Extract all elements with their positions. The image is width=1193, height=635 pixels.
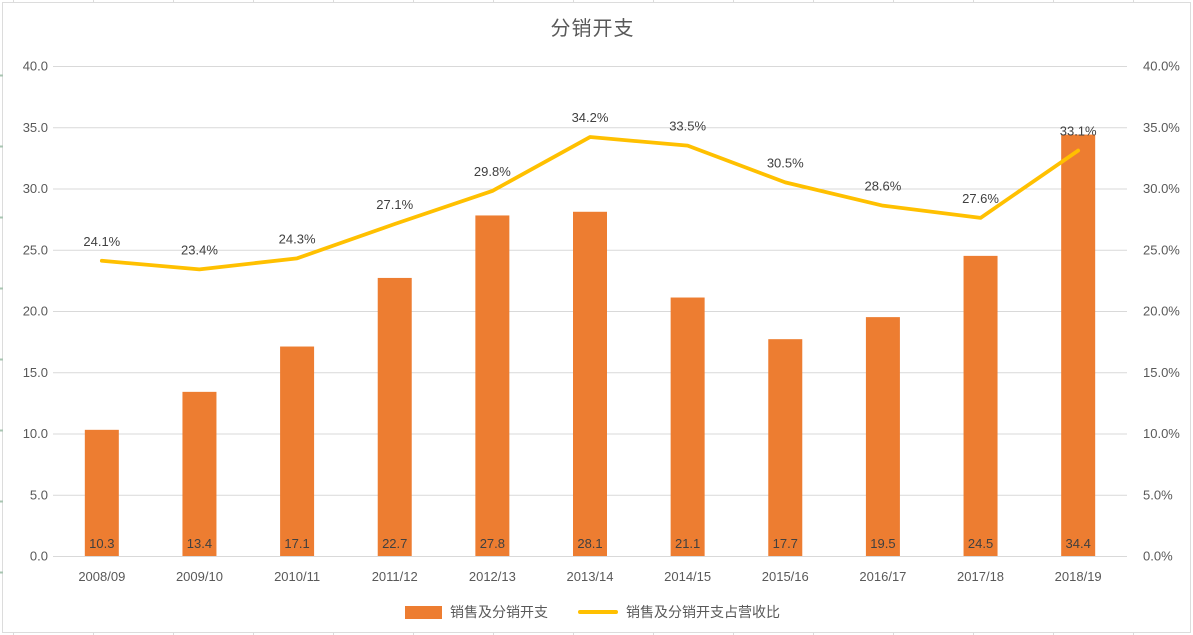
left-axis-tick-label: 35.0 — [23, 120, 48, 135]
bar[interactable] — [84, 429, 119, 556]
bar-data-label: 24.5 — [968, 536, 993, 551]
line-data-label: 29.8% — [474, 164, 511, 179]
x-axis-category-label: 2013/14 — [567, 569, 614, 584]
x-axis-category-label: 2011/12 — [372, 569, 418, 584]
line-data-label: 24.1% — [83, 234, 120, 249]
legend-label-bar-series: 销售及分销开支 — [450, 604, 548, 620]
line-data-label: 33.1% — [1060, 124, 1097, 139]
left-axis-tick-label: 5.0 — [30, 487, 48, 502]
bar-data-label: 34.4 — [1066, 536, 1091, 551]
line-series-swatch-icon — [578, 610, 618, 614]
bar-data-label: 21.1 — [675, 536, 700, 551]
bar[interactable] — [1061, 134, 1096, 556]
bar-data-label: 17.7 — [773, 536, 798, 551]
chart-legend: 销售及分销开支 销售及分销开支占营收比 — [0, 601, 1185, 623]
bar-data-label: 19.5 — [870, 536, 895, 551]
line-data-label: 27.1% — [376, 197, 413, 212]
bar-data-label: 10.3 — [89, 536, 114, 551]
bar-series — [84, 134, 1096, 556]
x-axis-category-label: 2010/11 — [274, 569, 320, 584]
x-axis-category-label: 2016/17 — [859, 569, 906, 584]
bar-data-label: 22.7 — [382, 536, 407, 551]
line-data-label: 34.2% — [572, 110, 609, 125]
bar[interactable] — [475, 215, 510, 556]
left-axis-tick-label: 30.0 — [23, 181, 48, 196]
left-axis-tick-label: 0.0 — [30, 549, 48, 564]
right-axis-tick-label: 20.0% — [1143, 304, 1180, 319]
bar[interactable] — [573, 211, 607, 556]
line-data-label: 28.6% — [864, 179, 901, 194]
bar-series-swatch-icon — [405, 605, 442, 619]
bar[interactable] — [280, 346, 315, 556]
right-axis-tick-label: 40.0% — [1143, 59, 1180, 74]
bar[interactable] — [377, 277, 412, 556]
left-axis-tick-label: 10.0 — [23, 426, 48, 441]
line-data-label: 33.5% — [669, 119, 706, 134]
line-data-label: 24.3% — [279, 231, 316, 246]
left-axis-tick-label: 15.0 — [23, 365, 48, 380]
right-axis-tick-label: 35.0% — [1143, 120, 1180, 135]
bar[interactable] — [768, 339, 803, 556]
right-axis-tick-label: 0.0% — [1143, 549, 1173, 564]
line-data-label: 30.5% — [767, 155, 804, 170]
legend-item-line-series[interactable]: 销售及分销开支占营收比 — [578, 602, 780, 622]
right-axis-tick-label: 5.0% — [1143, 487, 1173, 502]
x-axis-category-label: 2017/18 — [957, 569, 1004, 584]
x-axis-category-label: 2012/13 — [469, 569, 516, 584]
right-axis-tick-label: 15.0% — [1143, 365, 1180, 380]
left-axis-tick-label: 40.0 — [23, 59, 48, 74]
bar-data-label: 13.4 — [187, 536, 212, 551]
bar-data-label: 28.1 — [577, 536, 602, 551]
legend-item-bar-series[interactable]: 销售及分销开支 — [405, 602, 548, 622]
x-axis-category-label: 2014/15 — [664, 569, 711, 584]
bar[interactable] — [865, 317, 900, 556]
right-axis-tick-label: 10.0% — [1143, 426, 1180, 441]
bar-data-label: 17.1 — [284, 536, 309, 551]
bar-data-label: 27.8 — [480, 536, 505, 551]
line-data-label: 27.6% — [962, 191, 999, 206]
x-axis-category-label: 2018/19 — [1055, 569, 1102, 584]
x-axis-category-label: 2008/09 — [78, 569, 125, 584]
bar[interactable] — [182, 391, 217, 556]
chart-title[interactable]: 分销开支 — [550, 18, 635, 40]
bar[interactable] — [670, 297, 705, 556]
left-axis-tick-label: 25.0 — [23, 242, 48, 257]
line-data-label: 23.4% — [181, 242, 218, 257]
legend-label-line-series: 销售及分销开支占营收比 — [626, 604, 780, 620]
line-series[interactable] — [99, 135, 1081, 272]
right-axis-tick-label: 30.0% — [1143, 181, 1180, 196]
x-axis-category-label: 2015/16 — [762, 569, 809, 584]
bar[interactable] — [963, 255, 998, 556]
row-tick-decor — [0, 74, 3, 574]
right-axis-tick-label: 25.0% — [1143, 242, 1180, 257]
x-axis-category-label: 2009/10 — [176, 569, 223, 584]
left-axis-tick-label: 20.0 — [23, 304, 48, 319]
